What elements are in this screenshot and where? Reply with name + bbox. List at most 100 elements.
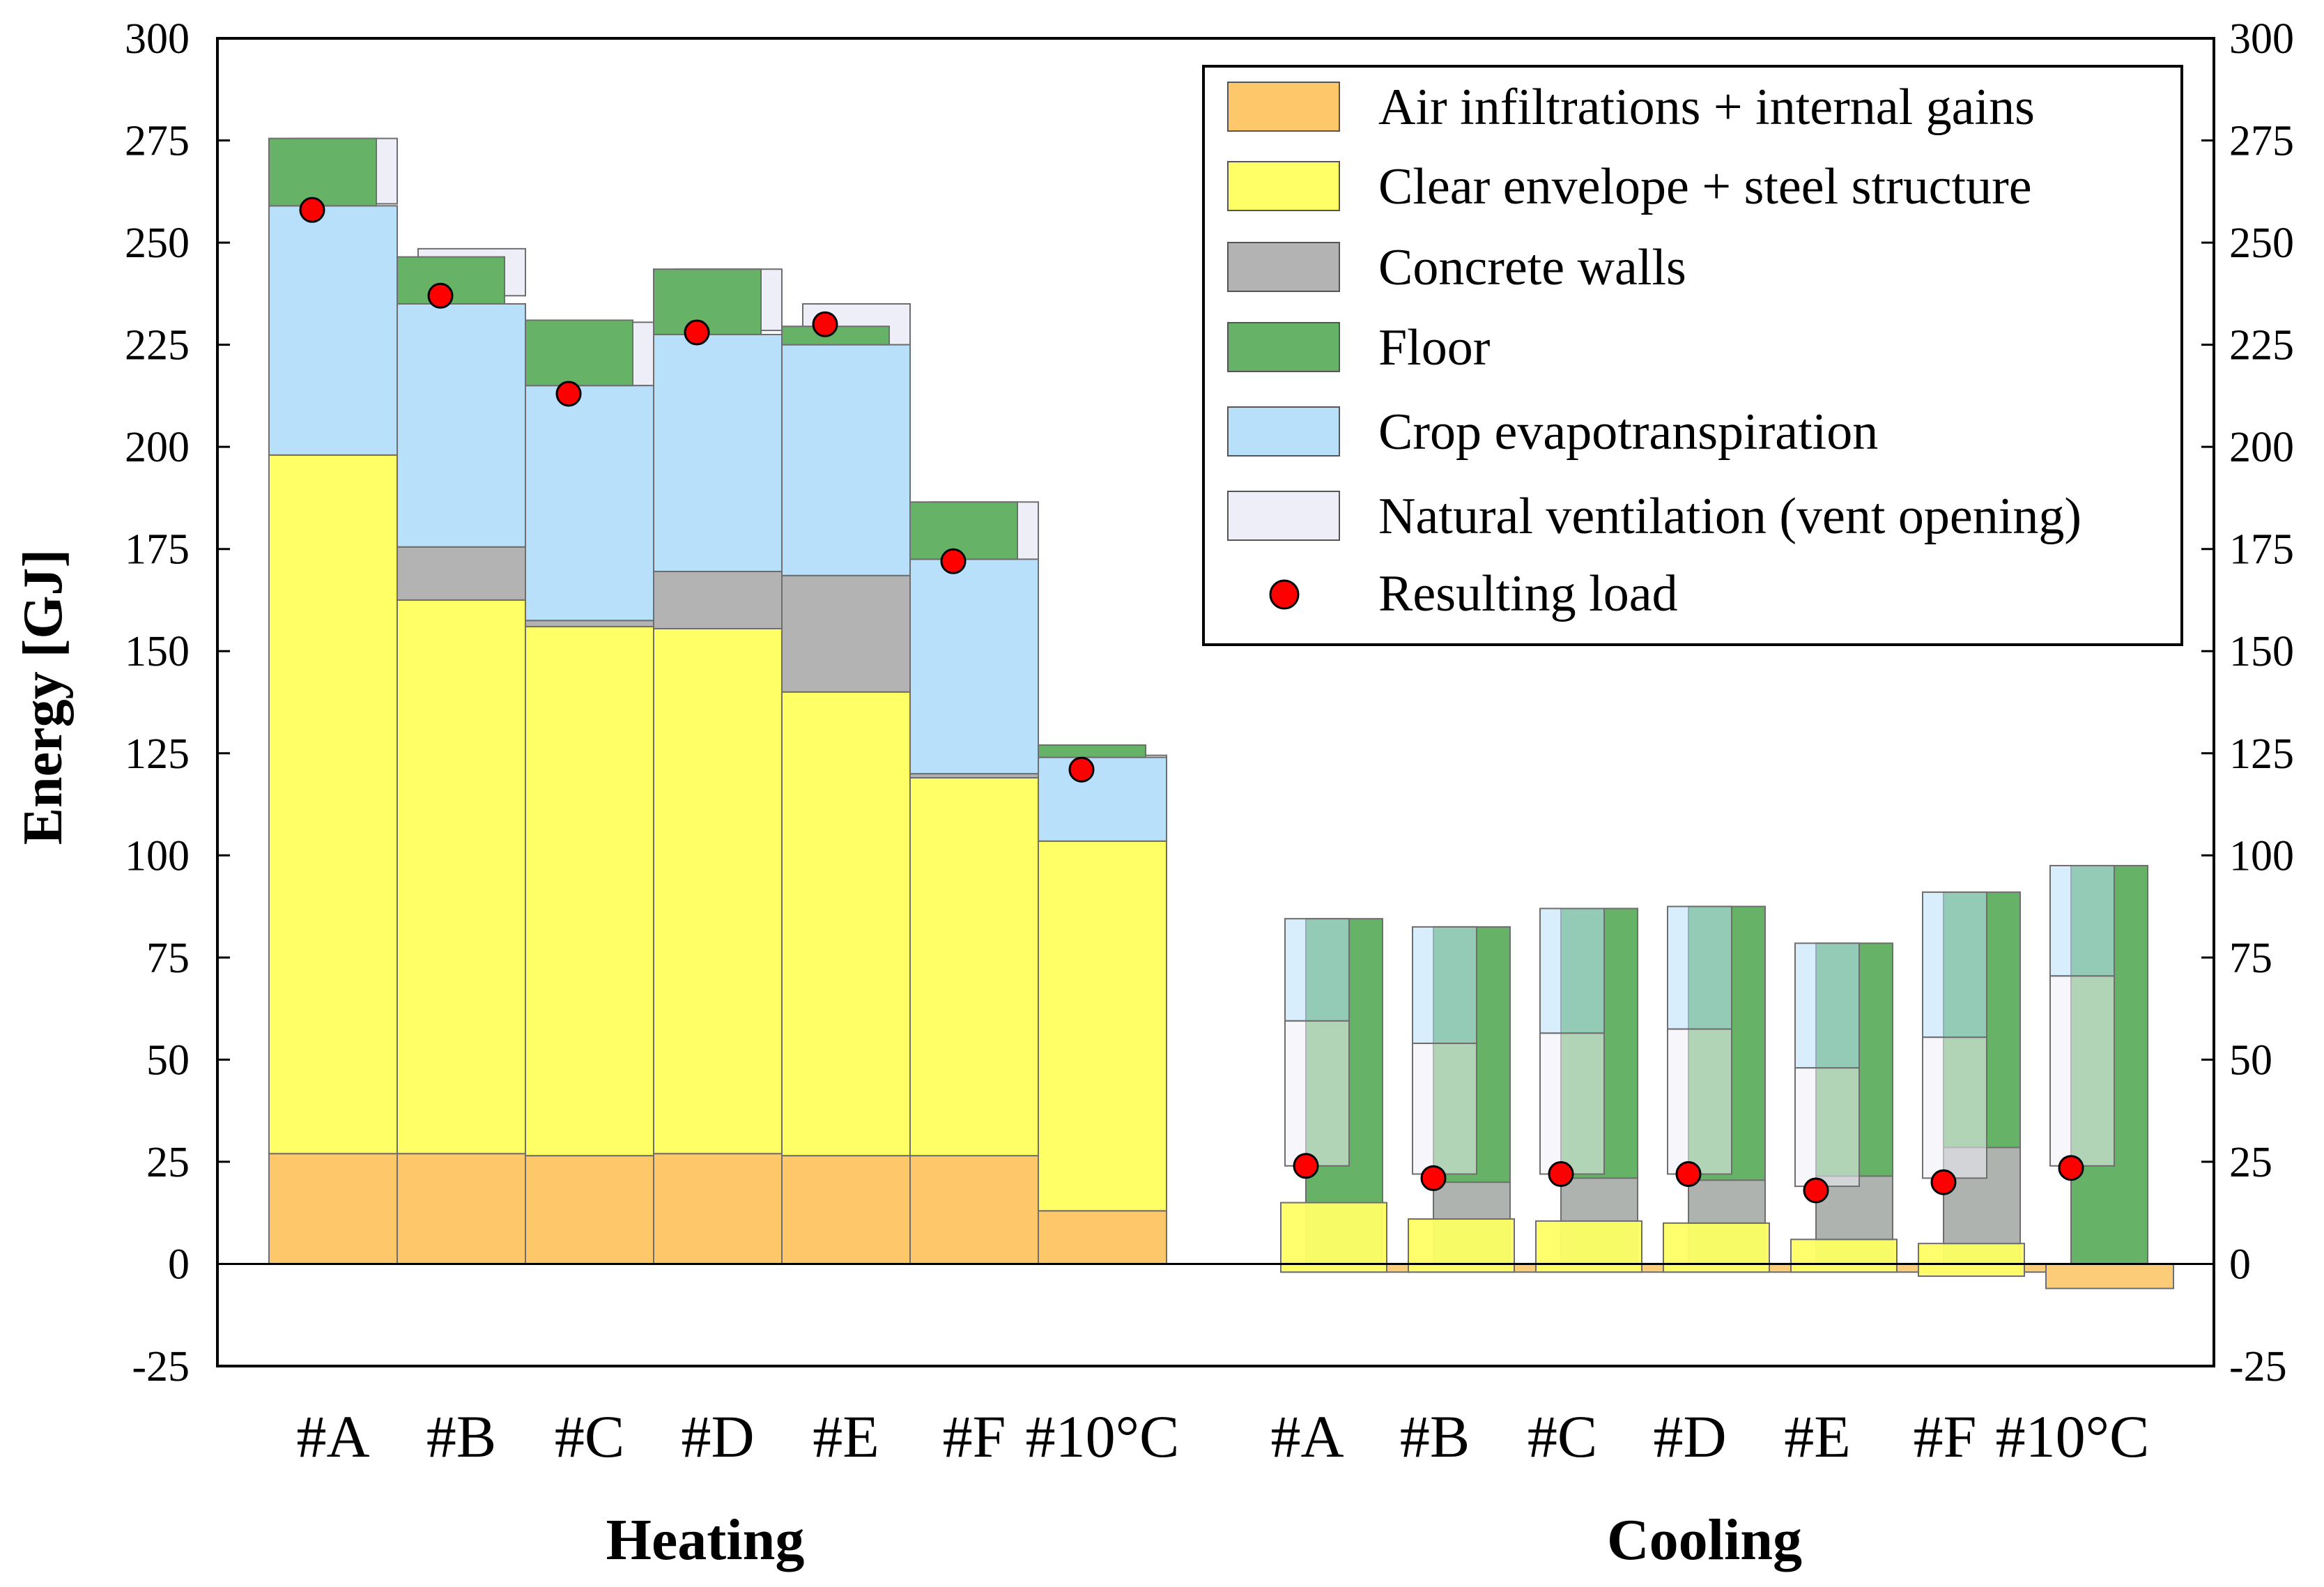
cooling-bar-concrete-walls xyxy=(1560,1177,1638,1222)
cooling-resulting-load-point xyxy=(1675,1161,1702,1188)
heating-resulting-load-point xyxy=(555,381,582,407)
heating-resulting-load-point xyxy=(684,319,710,346)
heating-bar-air-infiltrations xyxy=(397,1153,526,1265)
legend-marker-resulting-load xyxy=(1269,579,1300,610)
heating-bar-crop-evapotranspiration xyxy=(268,205,398,456)
heating-resulting-load-point xyxy=(1068,756,1095,783)
cooling-bar-natural-ventilation xyxy=(1284,1020,1350,1167)
group-label-heating: Heating xyxy=(606,1508,805,1572)
cooling-resulting-load-point xyxy=(1803,1177,1829,1204)
cooling-resulting-load-point xyxy=(1548,1161,1574,1188)
heating-category-label: #E xyxy=(813,1403,879,1470)
legend-swatch-floor xyxy=(1227,322,1340,372)
heating-bar-clear-envelope xyxy=(268,454,398,1155)
cooling-bar-natural-ventilation xyxy=(1667,1028,1732,1175)
y-tick-label-right: 150 xyxy=(2229,628,2294,675)
legend-label-crop-evapotranspiration: Crop evapotranspiration xyxy=(1378,404,1878,461)
heating-category-label: #D xyxy=(681,1403,754,1470)
heating-bar-air-infiltrations xyxy=(781,1155,911,1265)
y-tick-label-right: 0 xyxy=(2229,1241,2251,1288)
heating-bar-crop-evapotranspiration xyxy=(909,558,1039,775)
heating-bar-crop-evapotranspiration xyxy=(653,333,783,572)
legend-label-air-infiltrations: Air infiltrations + internal gains xyxy=(1378,79,2035,136)
heating-bar-air-infiltrations xyxy=(1038,1210,1167,1265)
cooling-bar-natural-ventilation xyxy=(1539,1032,1605,1175)
y-tick-label-right: 300 xyxy=(2229,15,2294,63)
heating-bar-crop-evapotranspiration xyxy=(1038,756,1167,842)
cooling-bar-air-infiltrations xyxy=(2045,1263,2174,1289)
y-tick-label-right: 75 xyxy=(2229,935,2272,982)
heating-bar-clear-envelope xyxy=(525,626,654,1157)
ticks-layer: #A #B #C #D #E #F #10°C #A #B #C #D #E #F #10°C 300 300… xyxy=(125,15,2294,1470)
cooling-bar-crop-evapotranspiration xyxy=(1667,905,1732,1030)
heating-bar-clear-envelope xyxy=(1038,840,1167,1212)
cooling-resulting-load-point xyxy=(1420,1165,1447,1191)
legend-frame xyxy=(1202,65,2183,646)
y-tick-label-left: 200 xyxy=(125,424,190,471)
cooling-bar-crop-evapotranspiration xyxy=(1284,918,1350,1022)
y-tick-label-right: 250 xyxy=(2229,220,2294,267)
cooling-bar-crop-evapotranspiration xyxy=(1922,891,1987,1038)
heating-bar-air-infiltrations xyxy=(909,1155,1039,1265)
heating-category-label: #10°C xyxy=(1026,1403,1180,1470)
cooling-category-label: #C xyxy=(1527,1403,1597,1470)
legend-swatch-natural-ventilation xyxy=(1227,491,1340,541)
heating-bar-air-infiltrations xyxy=(525,1155,654,1265)
y-tick-label-left: 25 xyxy=(146,1139,190,1186)
cooling-bar-natural-ventilation xyxy=(1412,1042,1477,1175)
cooling-category-label: #D xyxy=(1653,1403,1726,1470)
axes-layer xyxy=(216,37,2215,1367)
heating-bar-floor xyxy=(909,501,1018,560)
heating-bar-clear-envelope xyxy=(653,627,783,1155)
y-tick-label-left: 0 xyxy=(168,1241,190,1288)
cooling-category-label: #10°C xyxy=(1996,1403,2150,1470)
cooling-resulting-load-point xyxy=(1293,1153,1319,1179)
y-tick-label-right: 225 xyxy=(2229,322,2294,369)
heating-resulting-load-point xyxy=(427,282,454,309)
heating-resulting-load-point xyxy=(940,548,967,574)
legend-label-clear-envelope: Clear envelope + steel structure xyxy=(1378,158,2032,215)
group-label-cooling: Cooling xyxy=(1607,1508,1802,1572)
cooling-bar-natural-ventilation xyxy=(1794,1067,1860,1188)
heating-bar-floor xyxy=(653,268,762,335)
y-tick-label-left: 175 xyxy=(125,526,190,574)
cooling-category-label: #F xyxy=(1914,1403,1977,1470)
cooling-bar-crop-evapotranspiration xyxy=(1412,926,1477,1044)
legend-swatch-clear-envelope xyxy=(1227,161,1340,211)
y-tick-label-left: -25 xyxy=(132,1343,190,1390)
heating-bar-clear-envelope xyxy=(781,691,911,1157)
heating-category-label: #F xyxy=(943,1403,1006,1470)
y-tick-label-right: 25 xyxy=(2229,1139,2272,1186)
legend: Air infiltrations + internal gains Clear… xyxy=(1202,65,2183,646)
cooling-bar-clear-envelope xyxy=(1280,1202,1387,1273)
legend-label-concrete-walls: Concrete walls xyxy=(1378,239,1686,296)
points-layer xyxy=(299,197,2084,1204)
y-tick-label-right: 50 xyxy=(2229,1036,2272,1084)
cooling-bar-crop-evapotranspiration xyxy=(1539,907,1605,1034)
cooling-bar-crop-evapotranspiration xyxy=(1794,942,1860,1069)
heating-bar-crop-evapotranspiration xyxy=(781,344,911,576)
y-tick-label-right: 200 xyxy=(2229,424,2294,471)
legend-label-floor: Floor xyxy=(1378,319,1490,376)
cooling-category-label: #A xyxy=(1270,1403,1344,1470)
cooling-bar-concrete-walls xyxy=(1688,1179,1766,1224)
heating-category-label: #B xyxy=(426,1403,496,1470)
legend-label-resulting-load: Resulting load xyxy=(1378,565,1678,622)
cooling-category-label: #E xyxy=(1784,1403,1851,1470)
bars-layer xyxy=(268,137,2174,1289)
y-tick-label-left: 150 xyxy=(125,628,190,675)
y-tick-label-left: 225 xyxy=(125,322,190,369)
y-tick-label-right: 100 xyxy=(2229,832,2294,880)
heating-bar-clear-envelope xyxy=(909,776,1039,1157)
y-tick-label-left: 125 xyxy=(125,730,190,778)
cooling-bar-crop-evapotranspiration xyxy=(2049,864,2115,977)
heating-bar-crop-evapotranspiration xyxy=(525,385,654,622)
heating-resulting-load-point xyxy=(812,311,838,337)
cooling-bar-clear-envelope xyxy=(1790,1239,1898,1273)
legend-swatch-concrete-walls xyxy=(1227,242,1340,292)
heating-bar-air-infiltrations xyxy=(268,1153,398,1265)
cooling-bar-concrete-walls xyxy=(1433,1181,1511,1220)
y-axis-label: Energy [GJ] xyxy=(13,549,74,845)
heating-category-label: #C xyxy=(555,1403,624,1470)
y-tick-label-left: 300 xyxy=(125,15,190,63)
